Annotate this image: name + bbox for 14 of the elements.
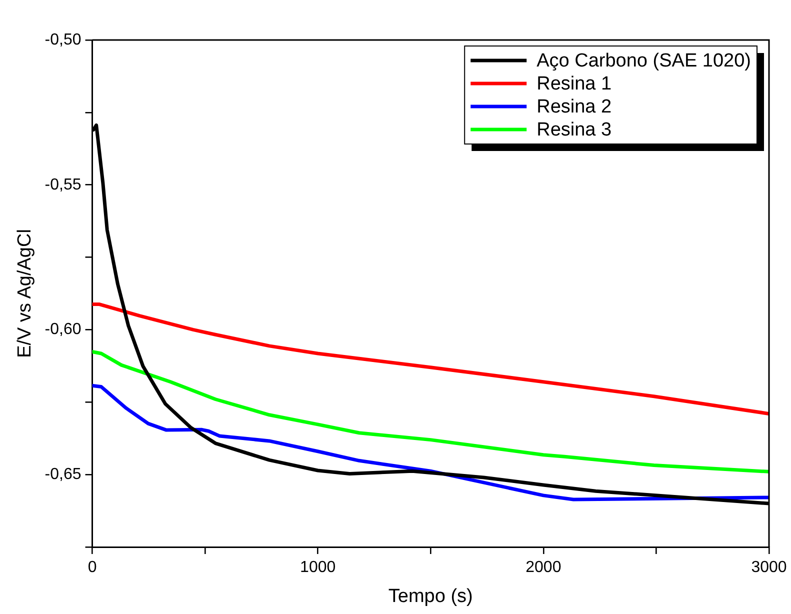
x-tick-label: 0: [88, 559, 97, 576]
y-tick-label: -0,50: [44, 31, 82, 48]
legend-label: Resina 3: [536, 120, 612, 141]
x-tick-label: 3000: [751, 559, 787, 576]
legend-label: Resina 2: [536, 96, 612, 118]
y-axis-title: E/V vs Ag/AgCl: [14, 229, 36, 358]
y-tick-label: -0,55: [44, 176, 82, 194]
x-axis-title: Tempo (s): [388, 586, 473, 607]
y-tick-label: -0,60: [44, 321, 82, 338]
y-tick-label: -0,65: [44, 466, 82, 483]
legend-label: Resina 1: [536, 74, 612, 95]
x-tick-label: 2000: [526, 559, 562, 576]
legend-label: Aço Carbono (SAE 1020): [536, 50, 752, 72]
x-tick-label: 1000: [300, 559, 336, 576]
